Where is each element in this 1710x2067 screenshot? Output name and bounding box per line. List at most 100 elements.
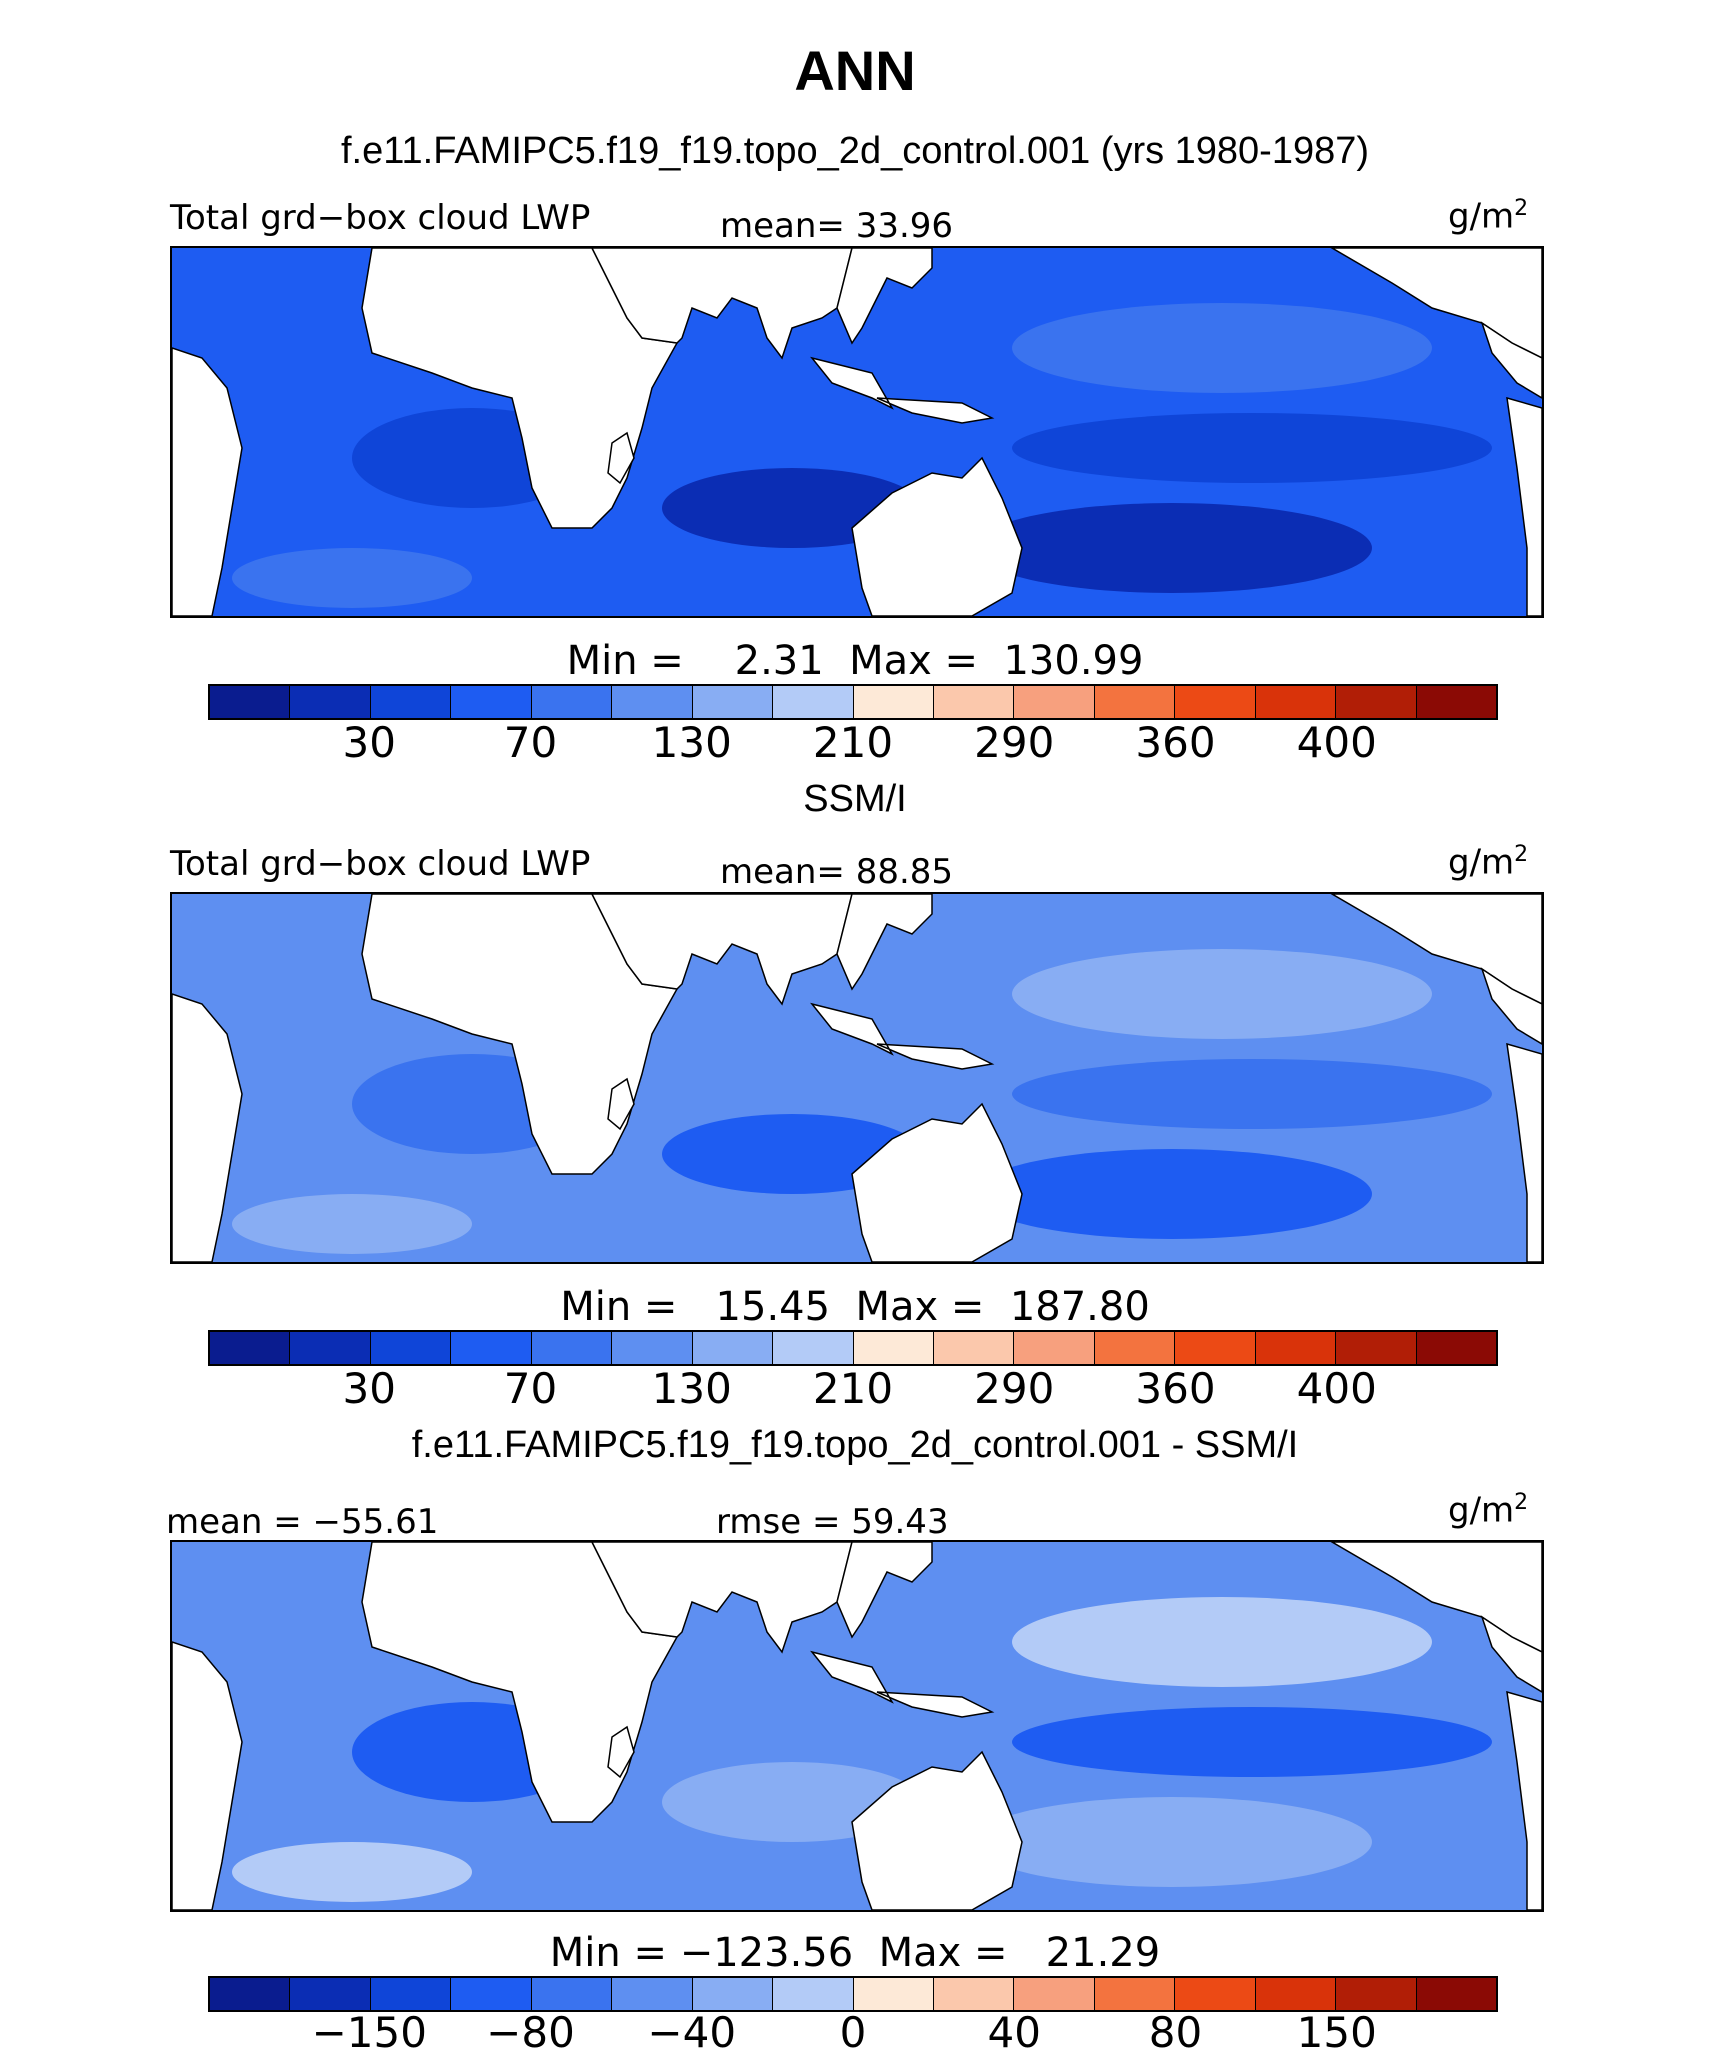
colorbar-tick-label: 400 bbox=[1296, 1364, 1377, 1413]
colorbar-tick-label: 290 bbox=[974, 1364, 1055, 1413]
colorbar-swatch bbox=[370, 1332, 452, 1364]
panel-3-colorbar-ticks: −150 −80 −40 0 40 80 150 bbox=[0, 2008, 1710, 2058]
colorbar-swatch bbox=[290, 686, 371, 718]
panel-1-variable-label: Total grd−box cloud LWP bbox=[170, 198, 591, 238]
colorbar-swatch bbox=[1416, 686, 1496, 718]
land-asia bbox=[836, 248, 933, 345]
panel-2-colorbar-ticks: 30 70 130 210 290 360 400 bbox=[0, 1364, 1710, 1414]
contour-region bbox=[1012, 1059, 1492, 1129]
colorbar-tick-label: −150 bbox=[311, 2008, 427, 2057]
land-arabia-india bbox=[591, 1542, 853, 1654]
contour-region bbox=[1012, 303, 1432, 393]
colorbar-swatch bbox=[612, 686, 693, 718]
contour-region bbox=[1012, 413, 1492, 483]
panel-2-map-svg bbox=[172, 894, 1542, 1262]
panel-3-colorbar bbox=[208, 1976, 1498, 2012]
colorbar-swatch bbox=[1336, 1332, 1417, 1364]
panel-1-mean-label: mean= 33.96 bbox=[720, 206, 954, 246]
colorbar-swatch bbox=[290, 1978, 371, 2010]
colorbar-swatch bbox=[1014, 686, 1095, 718]
colorbar-swatch bbox=[1416, 1332, 1496, 1364]
colorbar-tick-label: 360 bbox=[1135, 1364, 1216, 1413]
panel-2-mean-label: mean= 88.85 bbox=[720, 852, 954, 892]
land-asia bbox=[836, 1542, 933, 1639]
colorbar-swatch bbox=[451, 686, 532, 718]
panel-3-map bbox=[170, 1540, 1544, 1912]
colorbar-tick-label: 0 bbox=[839, 2008, 867, 2057]
colorbar-swatch bbox=[1014, 1332, 1095, 1364]
land-madagascar bbox=[607, 1077, 635, 1131]
land-asia bbox=[836, 894, 933, 991]
colorbar-tick-label: 290 bbox=[974, 718, 1055, 767]
colorbar-tick-label: −80 bbox=[486, 2008, 575, 2057]
panel-1-map-svg bbox=[172, 248, 1542, 616]
contour-region bbox=[1012, 1597, 1432, 1687]
colorbar-swatch bbox=[773, 1332, 854, 1364]
figure-title: ANN bbox=[794, 39, 916, 102]
panel-3-map-svg bbox=[172, 1542, 1542, 1910]
panel-1-colorbar-ticks: 30 70 130 210 290 360 400 bbox=[0, 718, 1710, 768]
colorbar-swatch bbox=[531, 1332, 613, 1364]
panel-1-map bbox=[170, 246, 1544, 618]
colorbar-tick-label: 70 bbox=[503, 1364, 558, 1413]
colorbar-swatch bbox=[933, 686, 1015, 718]
panel-2-header: SSM/I bbox=[803, 778, 907, 820]
land-arabia-india bbox=[591, 894, 853, 1006]
contour-region bbox=[232, 548, 472, 608]
panel-1-header: f.e11.FAMIPC5.f19_f19.topo_2d_control.00… bbox=[340, 130, 1370, 172]
land-indonesia bbox=[810, 1650, 995, 1718]
colorbar-swatch bbox=[1175, 686, 1256, 718]
colorbar-swatch bbox=[370, 686, 452, 718]
colorbar-tick-label: 40 bbox=[987, 2008, 1041, 2057]
panel-3-mean-label: mean = −55.61 bbox=[166, 1502, 439, 1542]
colorbar-swatch bbox=[451, 1978, 532, 2010]
colorbar-tick-label: 400 bbox=[1296, 718, 1377, 767]
land-south-america-west bbox=[1506, 396, 1542, 616]
panel-2-variable-label: Total grd−box cloud LWP bbox=[170, 844, 591, 884]
colorbar-swatch bbox=[853, 686, 934, 718]
colorbar-swatch bbox=[773, 1978, 854, 2010]
colorbar-tick-label: −40 bbox=[647, 2008, 737, 2057]
colorbar-swatch bbox=[692, 1332, 774, 1364]
colorbar-swatch bbox=[1094, 686, 1176, 718]
land-australia bbox=[851, 456, 1023, 616]
colorbar-swatch bbox=[612, 1978, 693, 2010]
contour-region bbox=[1012, 1707, 1492, 1777]
panel-2-map bbox=[170, 892, 1544, 1264]
colorbar-swatch bbox=[1255, 1332, 1337, 1364]
colorbar-swatch bbox=[933, 1332, 1015, 1364]
land-central-america bbox=[1480, 1615, 1542, 1693]
panel-1-unit-label: g/m2 bbox=[1448, 196, 1529, 237]
colorbar-swatch bbox=[1014, 1978, 1095, 2010]
panel-1-colorbar bbox=[208, 684, 1498, 720]
land-south-america bbox=[172, 1641, 243, 1910]
land-madagascar bbox=[607, 1725, 635, 1779]
panel-2-colorbar bbox=[208, 1330, 1498, 1366]
contour-region bbox=[972, 1149, 1372, 1239]
colorbar-tick-label: 130 bbox=[651, 1364, 732, 1413]
colorbar-tick-label: 30 bbox=[342, 718, 396, 767]
panel-3-unit-label: g/m2 bbox=[1448, 1490, 1529, 1531]
colorbar-swatch bbox=[531, 686, 613, 718]
colorbar-swatch bbox=[1255, 1978, 1337, 2010]
colorbar-swatch bbox=[1094, 1978, 1176, 2010]
colorbar-swatch bbox=[370, 1978, 452, 2010]
land-indonesia bbox=[810, 356, 995, 424]
colorbar-swatch bbox=[531, 1978, 613, 2010]
panel-2-minmax: Min = 15.45 Max = 187.80 bbox=[560, 1284, 1150, 1330]
land-south-america-west bbox=[1506, 1690, 1542, 1910]
colorbar-tick-label: 70 bbox=[503, 718, 558, 767]
colorbar-tick-label: 210 bbox=[812, 718, 894, 767]
panel-3-header: f.e11.FAMIPC5.f19_f19.topo_2d_control.00… bbox=[411, 1424, 1299, 1466]
land-south-america bbox=[172, 993, 243, 1262]
land-madagascar bbox=[607, 431, 635, 485]
contour-region bbox=[232, 1194, 472, 1254]
colorbar-tick-label: 360 bbox=[1135, 718, 1216, 767]
colorbar-swatch bbox=[1175, 1978, 1256, 2010]
land-central-america bbox=[1480, 321, 1542, 399]
colorbar-swatch bbox=[451, 1332, 532, 1364]
colorbar-swatch bbox=[692, 1978, 774, 2010]
panel-3-minmax: Min = −123.56 Max = 21.29 bbox=[549, 1930, 1161, 1976]
contour-region bbox=[232, 1842, 472, 1902]
contour-region bbox=[972, 503, 1372, 593]
